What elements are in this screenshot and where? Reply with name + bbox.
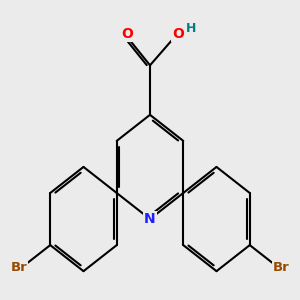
Text: Br: Br <box>11 261 27 274</box>
Text: O: O <box>121 27 133 41</box>
Text: H: H <box>186 22 197 35</box>
Text: N: N <box>144 212 156 226</box>
Text: O: O <box>172 27 184 41</box>
Text: Br: Br <box>273 261 289 274</box>
